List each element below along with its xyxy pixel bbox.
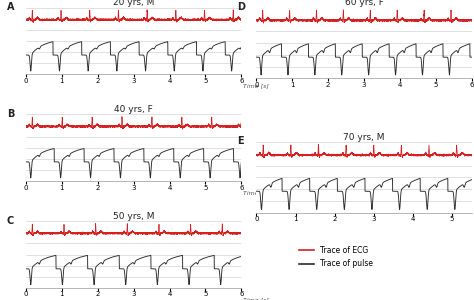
Text: E: E <box>237 136 244 146</box>
Text: C: C <box>7 216 14 226</box>
Text: B: B <box>7 109 14 119</box>
Text: D: D <box>237 2 245 12</box>
Title: 20 yrs, M: 20 yrs, M <box>113 0 155 8</box>
Title: 40 yrs, F: 40 yrs, F <box>114 105 153 114</box>
Text: A: A <box>7 2 14 12</box>
Text: Time [s]: Time [s] <box>244 297 269 300</box>
Text: Time [s]: Time [s] <box>244 190 269 196</box>
Title: 70 yrs, M: 70 yrs, M <box>343 133 385 142</box>
Text: Time [s]: Time [s] <box>244 84 269 88</box>
Title: 50 yrs, M: 50 yrs, M <box>113 212 155 221</box>
Title: 60 yrs, F: 60 yrs, F <box>345 0 383 8</box>
Legend: Trace of ECG, Trace of pulse: Trace of ECG, Trace of pulse <box>299 246 374 268</box>
